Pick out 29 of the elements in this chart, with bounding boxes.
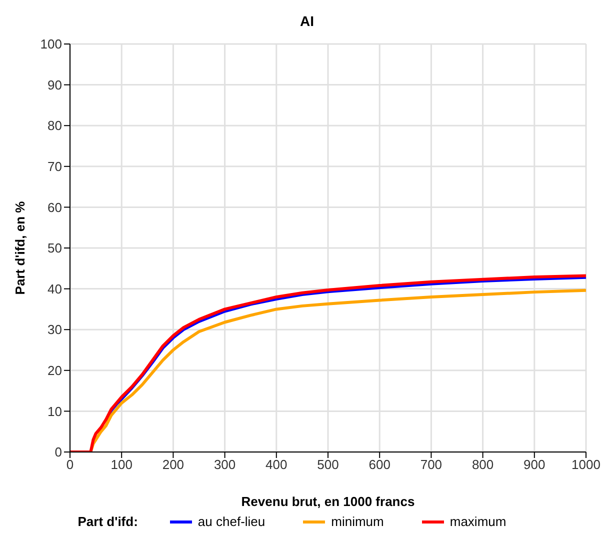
x-tick-label: 800 <box>472 457 494 472</box>
y-tick-label: 90 <box>48 77 62 92</box>
y-tick-label: 20 <box>48 363 62 378</box>
x-tick-label: 1000 <box>572 457 600 472</box>
y-tick-label: 100 <box>40 36 62 52</box>
y-tick-label: 70 <box>48 159 62 174</box>
x-tick-label: 100 <box>110 457 132 472</box>
legend-label: maximum <box>450 514 506 529</box>
legend-title: Part d'ifd: <box>78 514 138 529</box>
legend-label: minimum <box>331 514 384 529</box>
x-tick-label: 700 <box>420 457 442 472</box>
x-axis-title: Revenu brut, en 1000 francs <box>241 494 415 509</box>
x-tick-label: 0 <box>66 457 74 472</box>
x-tick-label: 900 <box>524 457 546 472</box>
y-tick-label: 80 <box>48 118 62 134</box>
x-tick-label: 400 <box>266 457 288 472</box>
y-tick-label: 60 <box>48 200 62 215</box>
x-tick-label: 500 <box>317 457 339 472</box>
y-tick-label: 10 <box>48 404 62 419</box>
x-tick-label: 200 <box>162 457 184 472</box>
y-tick-label: 50 <box>48 240 62 256</box>
y-tick-label: 0 <box>54 444 62 460</box>
y-axis-title: Part d'ifd, en % <box>12 200 28 295</box>
y-tick-label: 40 <box>48 281 62 296</box>
x-tick-label: 300 <box>214 457 236 472</box>
chart-title: AI <box>299 12 315 31</box>
legend-label: au chef-lieu <box>198 514 266 529</box>
x-tick-label: 600 <box>368 457 390 472</box>
y-tick-label: 30 <box>48 322 62 338</box>
